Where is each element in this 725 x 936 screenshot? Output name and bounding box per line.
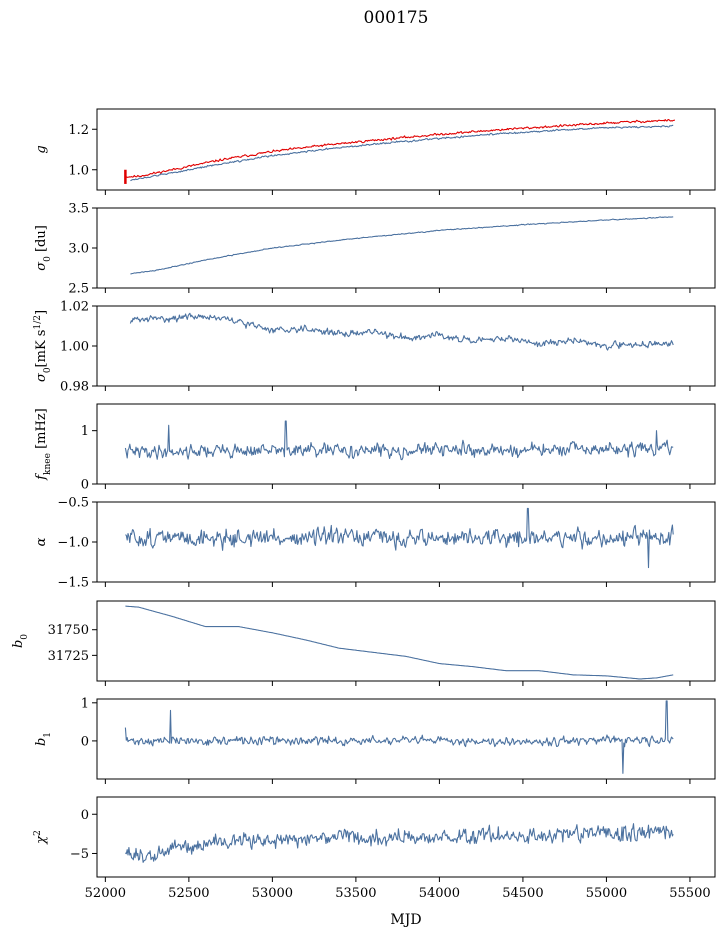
x-tick-label: 54000 — [419, 886, 460, 901]
y-axis-label: fknee [mHz] — [34, 408, 53, 481]
y-tick-label: 2.5 — [68, 282, 89, 297]
panel-frame — [96, 698, 716, 780]
y-axis-label: σ0 [du] — [34, 225, 53, 271]
panel-fknee: 0 1 fknee [mHz] — [34, 403, 716, 493]
panel-frame — [96, 207, 716, 289]
x-tick-label: 55500 — [669, 886, 710, 901]
chi2-series-0 — [125, 823, 674, 863]
y-tick-label: 3.0 — [68, 242, 89, 257]
y-tick-label: 1 — [81, 696, 89, 711]
y-axis-label: σ0[mK s1/2] — [33, 310, 53, 382]
panel-frame — [96, 403, 716, 485]
y-tick-label: 0 — [81, 734, 89, 749]
panel-chi2: −5 0 χ2 — [33, 796, 716, 882]
y-tick-label: 1.2 — [68, 123, 89, 138]
panel-b1: 0 1 b1 — [34, 696, 716, 784]
sigma0-mk-series-0 — [129, 312, 674, 351]
y-tick-label: −0.5 — [57, 496, 89, 511]
panel-g: 1.0 1.2 g — [34, 108, 716, 195]
panel-frame — [96, 108, 716, 191]
y-tick-label: 1.0 — [68, 163, 89, 178]
x-tick-label: 53500 — [335, 886, 376, 901]
panel-frame — [96, 305, 716, 387]
panel-frame — [96, 600, 716, 682]
y-tick-label: −1.5 — [57, 576, 89, 591]
sigma0-du-series-0 — [130, 216, 674, 275]
y-tick-label: 0 — [81, 808, 89, 823]
g-series-1 — [130, 124, 674, 182]
y-tick-label: 31750 — [48, 623, 89, 638]
y-tick-label: −5 — [70, 847, 89, 862]
y-tick-label: 1.02 — [60, 300, 89, 315]
y-tick-label: 1 — [81, 424, 89, 439]
x-tick-label: 52000 — [85, 886, 126, 901]
y-tick-label: 0.98 — [60, 380, 89, 395]
y-axis-label: α — [34, 537, 49, 546]
x-tick-label: 54500 — [502, 886, 543, 901]
x-tick-label: 52500 — [168, 886, 209, 901]
b1-series-0 — [124, 700, 674, 774]
y-tick-label: 31725 — [48, 649, 89, 664]
panel-b0: 31725 31750 b0 — [11, 600, 716, 686]
y-tick-label: 1.00 — [60, 340, 89, 355]
x-tick-label: 55000 — [586, 886, 627, 901]
y-tick-label: −1.0 — [57, 536, 89, 551]
panel-alpha: −1.5 −1.0 −0.5 α — [34, 496, 716, 591]
panel-sigma0-mk: 0.98 1.00 1.02 σ0[mK s1/2] — [33, 300, 716, 395]
figure-title: 000175 — [364, 8, 429, 28]
y-axis-label: b1 — [34, 732, 53, 746]
x-axis-label: MJD — [390, 912, 421, 928]
y-tick-label: 3.5 — [68, 202, 89, 217]
panel-sigma0-du: 2.5 3.0 3.5 σ0 [du] — [34, 202, 716, 297]
g-series-0 — [125, 118, 676, 178]
y-axis-label: g — [34, 145, 49, 153]
y-axis-label: b0 — [11, 634, 30, 648]
x-tick-label: 53000 — [252, 886, 293, 901]
panel-frame — [96, 796, 716, 878]
fknee-series-0 — [124, 420, 674, 461]
b0-series-0 — [125, 605, 674, 680]
alpha-series-0 — [125, 507, 674, 569]
y-axis-label: χ2 — [33, 830, 49, 845]
y-tick-label: 0 — [81, 478, 89, 493]
